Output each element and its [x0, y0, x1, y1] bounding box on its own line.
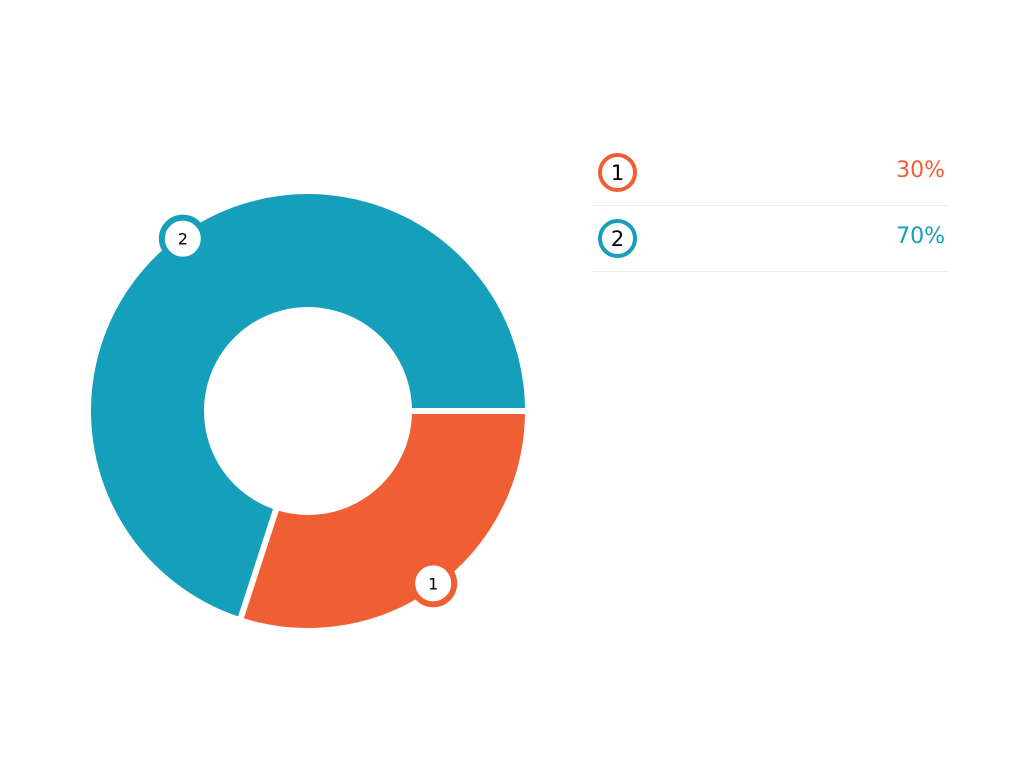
legend: 1 30% 2 70%: [592, 140, 948, 272]
legend-value: 30%: [896, 158, 945, 183]
slice-label-badge: [409, 559, 458, 608]
slice-label: 2: [178, 230, 188, 249]
legend-badge: 2: [598, 219, 637, 258]
slice-label-badge: [158, 214, 207, 263]
legend-item: 1 30%: [592, 140, 948, 206]
donut-slice-1: [236, 408, 532, 634]
donut-slice-2: [85, 188, 532, 625]
legend-item: 2 70%: [592, 206, 948, 272]
legend-badge: 1: [598, 153, 637, 192]
slice-label: 1: [428, 574, 438, 593]
legend-value: 70%: [896, 224, 945, 249]
